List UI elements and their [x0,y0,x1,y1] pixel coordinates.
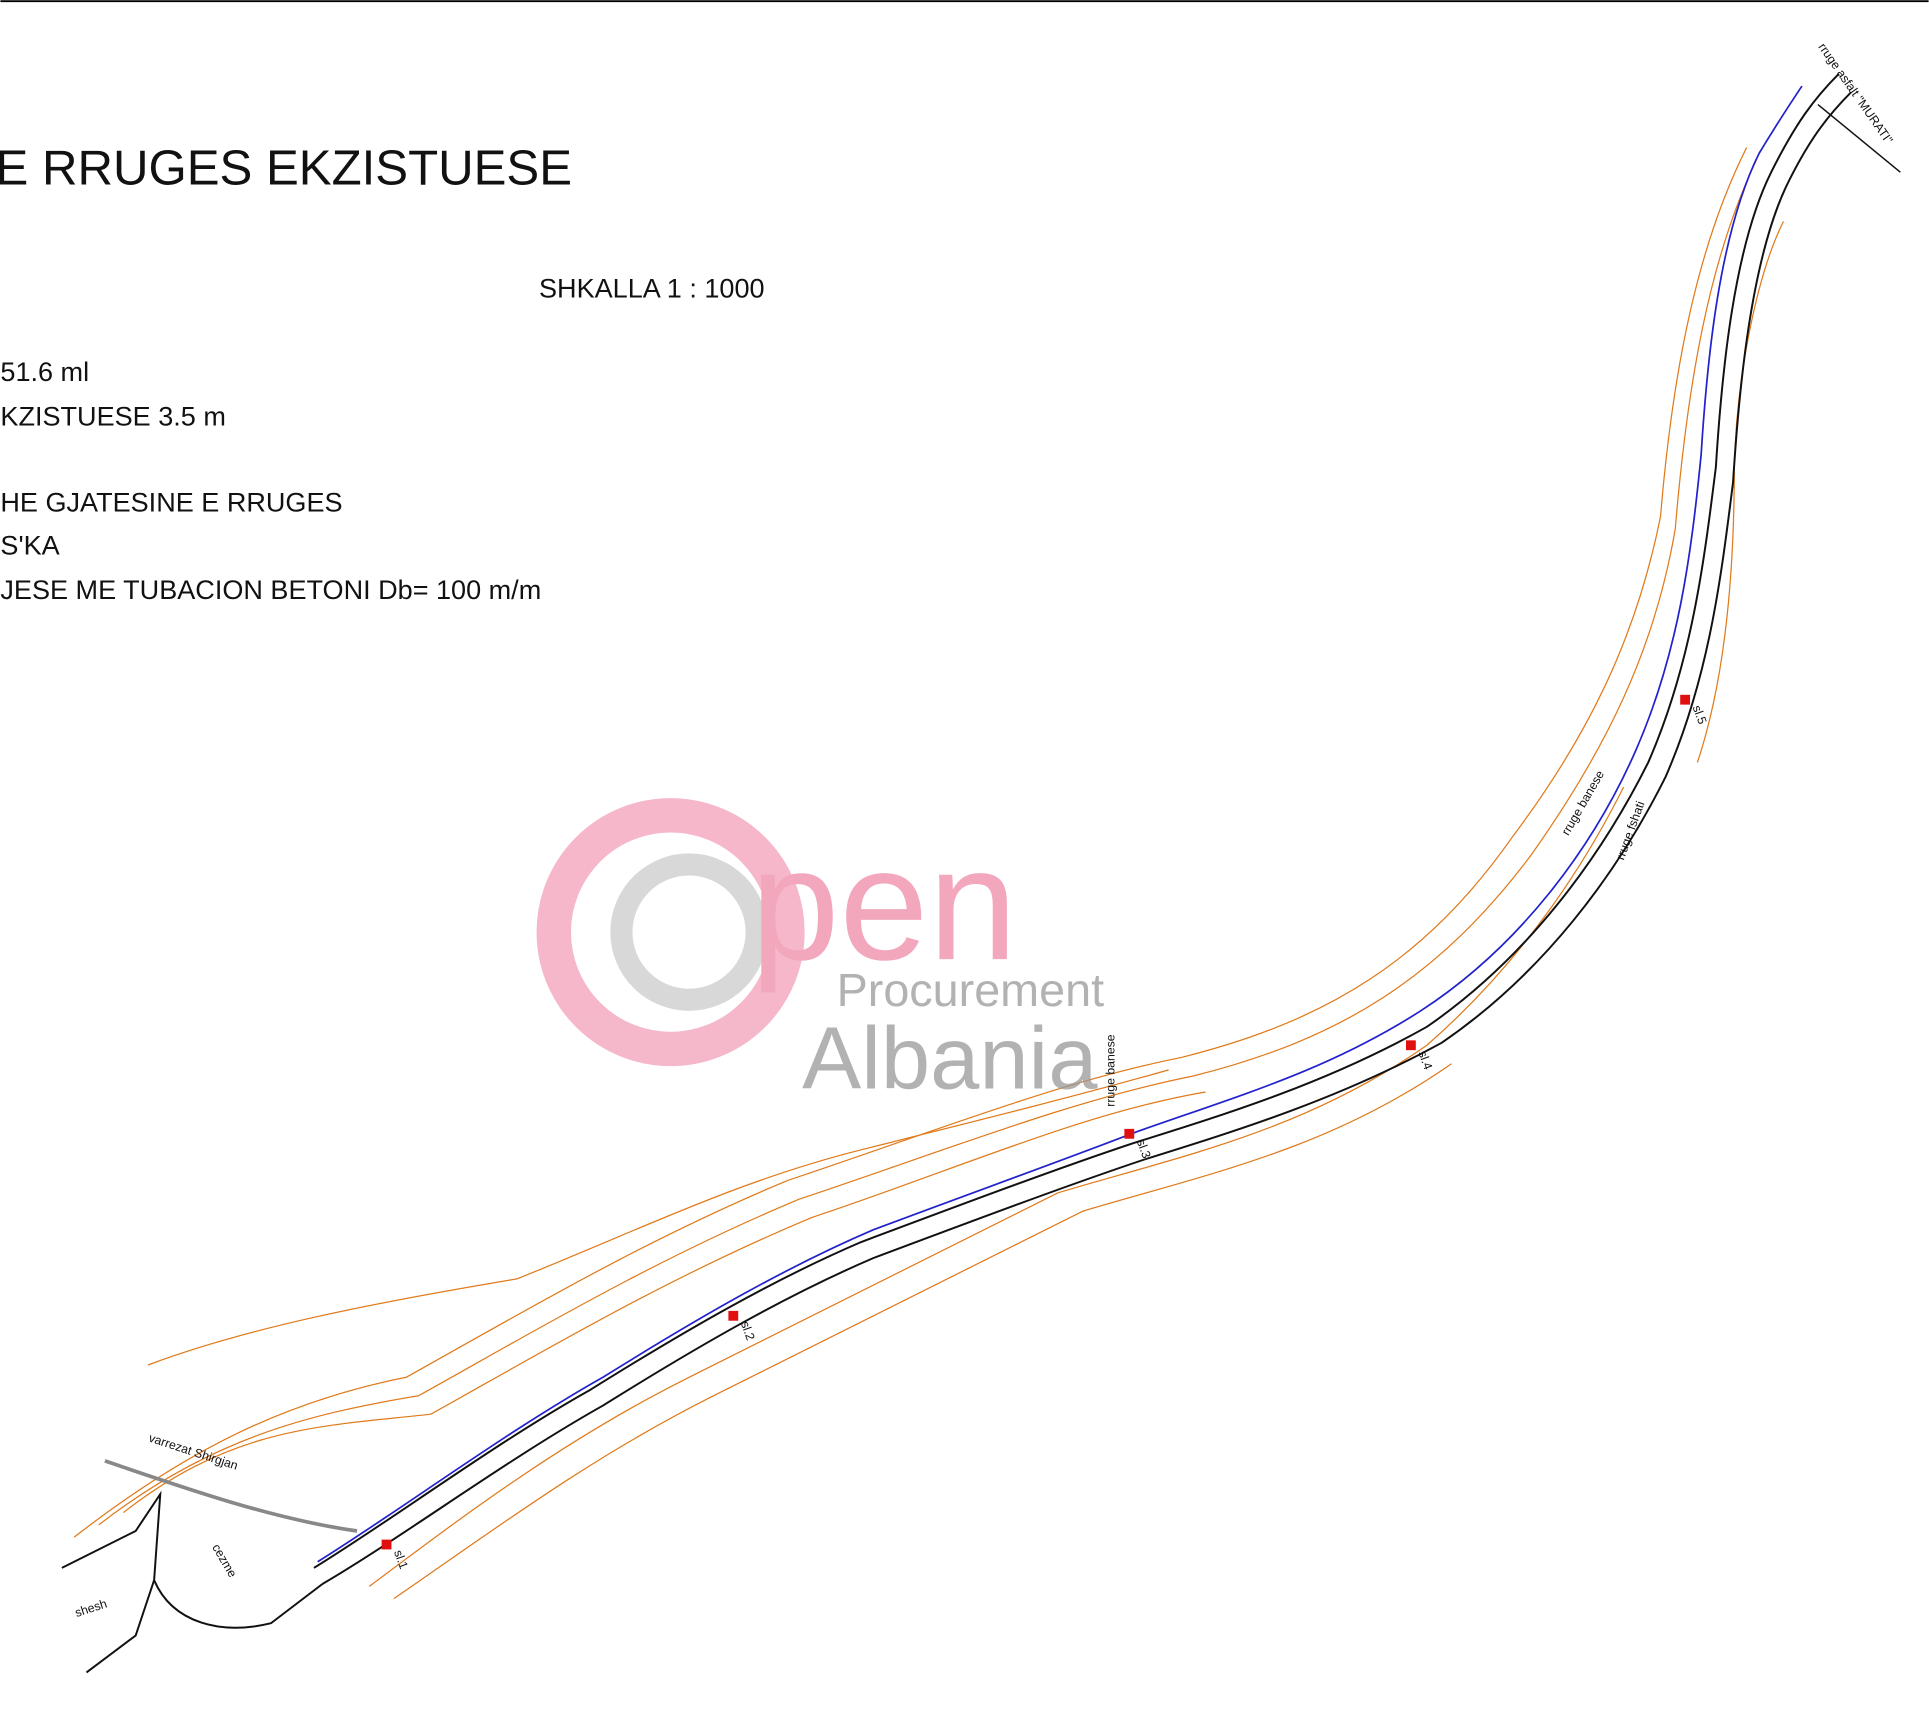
road-label: rruge fshati [1613,799,1647,862]
watermark-text: Albania [802,1008,1098,1107]
road-label: rruge banese [1104,1034,1118,1107]
section-label: sl.3 [1134,1137,1154,1160]
title: E RRUGES EKZISTUESE [0,140,572,195]
place-label: shesh [73,1596,109,1619]
section-label: sl.4 [1415,1049,1435,1072]
road [61,73,1901,1674]
note: 51.6 ml [0,357,89,387]
note: KZISTUESE 3.5 m [0,401,225,431]
section-label: sl.1 [391,1548,411,1571]
note: S'KA [0,531,59,561]
note: JESE ME TUBACION BETONI Db= 100 m/m [0,575,541,605]
scale: SHKALLA 1 : 1000 [539,274,765,304]
watermark-text: Procurement [837,964,1104,1016]
note: HE GJATESINE E RRUGES [0,488,342,518]
section-markers [381,694,1691,1550]
road-label: rruge asfalt "MURATI" [1815,40,1895,146]
section-label: sl.2 [738,1319,758,1342]
watermark: pen Procurement Albania [536,798,1104,1107]
place-label: cezme [209,1541,239,1579]
watermark-logo: pen [751,814,1018,993]
section-label: sl.5 [1690,703,1710,726]
contours [73,147,1785,1600]
